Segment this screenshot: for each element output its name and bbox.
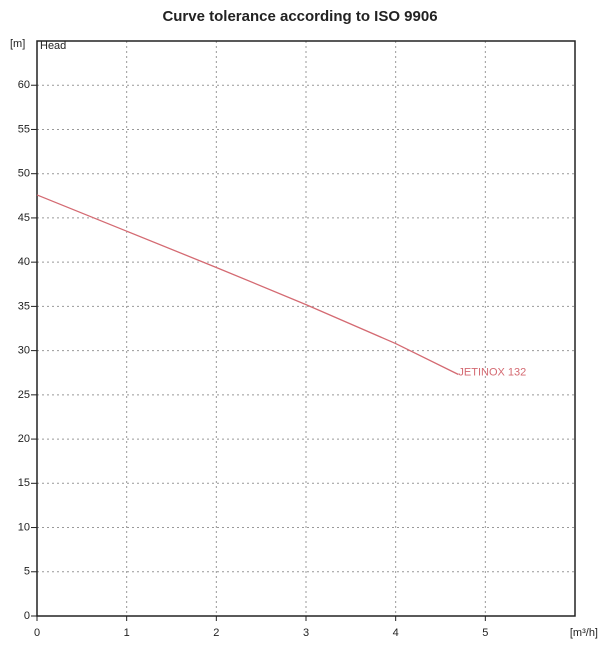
y-tick-label: 60 (18, 79, 30, 91)
y-tick-label: 35 (18, 300, 30, 312)
y-tick-label: 5 (24, 566, 30, 578)
y-tick-label: 0 (24, 610, 30, 622)
x-tick-label: 4 (393, 627, 399, 639)
x-tick-label: 1 (124, 627, 130, 639)
y-tick-label: 50 (18, 168, 30, 180)
y-tick-label: 40 (18, 256, 30, 268)
chart-title: Curve tolerance according to ISO 9906 (162, 8, 437, 25)
plot-frame (36, 40, 576, 617)
y-tick-label: 45 (18, 212, 30, 224)
y-tick-label: 10 (18, 521, 30, 533)
y-title: Head (40, 40, 66, 52)
x-tick-label: 2 (213, 627, 219, 639)
x-tick-label: 3 (303, 627, 309, 639)
y-tick-label: 30 (18, 345, 30, 357)
series-label: JETINOX 132 (458, 366, 526, 378)
x-unit: [m³/h] (570, 627, 598, 639)
y-tick-label: 25 (18, 389, 30, 401)
y-tick-label: 55 (18, 123, 30, 135)
data-line (36, 194, 459, 376)
y-tick-label: 15 (18, 477, 30, 489)
y-unit: [m] (10, 38, 25, 50)
x-tick-label: 5 (482, 627, 488, 639)
y-tick-label: 20 (18, 433, 30, 445)
x-tick-label: 0 (34, 627, 40, 639)
